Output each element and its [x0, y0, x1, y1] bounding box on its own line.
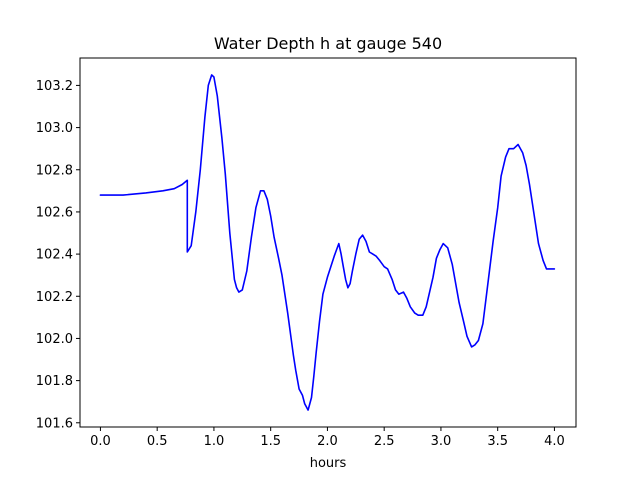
- x-tick-label: 1.5: [260, 434, 281, 449]
- x-tick-label: 0.0: [90, 434, 111, 449]
- x-tick-label: 0.5: [147, 434, 168, 449]
- y-tick-label: 101.6: [36, 416, 73, 431]
- x-tick-label: 4.0: [544, 434, 565, 449]
- x-tick-label: 3.5: [487, 434, 508, 449]
- x-tick-label: 2.5: [374, 434, 395, 449]
- chart-title: Water Depth h at gauge 540: [214, 34, 442, 53]
- x-tick-label: 3.0: [431, 434, 452, 449]
- y-tick-label: 103.2: [36, 79, 73, 94]
- y-tick-label: 103.0: [36, 121, 73, 136]
- y-tick-label: 101.8: [36, 374, 73, 389]
- x-tick-label: 2.0: [317, 434, 338, 449]
- y-tick-label: 102.2: [36, 290, 73, 305]
- x-axis-label: hours: [310, 456, 347, 471]
- x-tick-label: 1.0: [204, 434, 225, 449]
- y-tick-label: 102.0: [36, 332, 73, 347]
- y-tick-label: 102.4: [36, 248, 73, 263]
- y-tick-label: 102.6: [36, 205, 73, 220]
- y-tick-label: 102.8: [36, 163, 73, 178]
